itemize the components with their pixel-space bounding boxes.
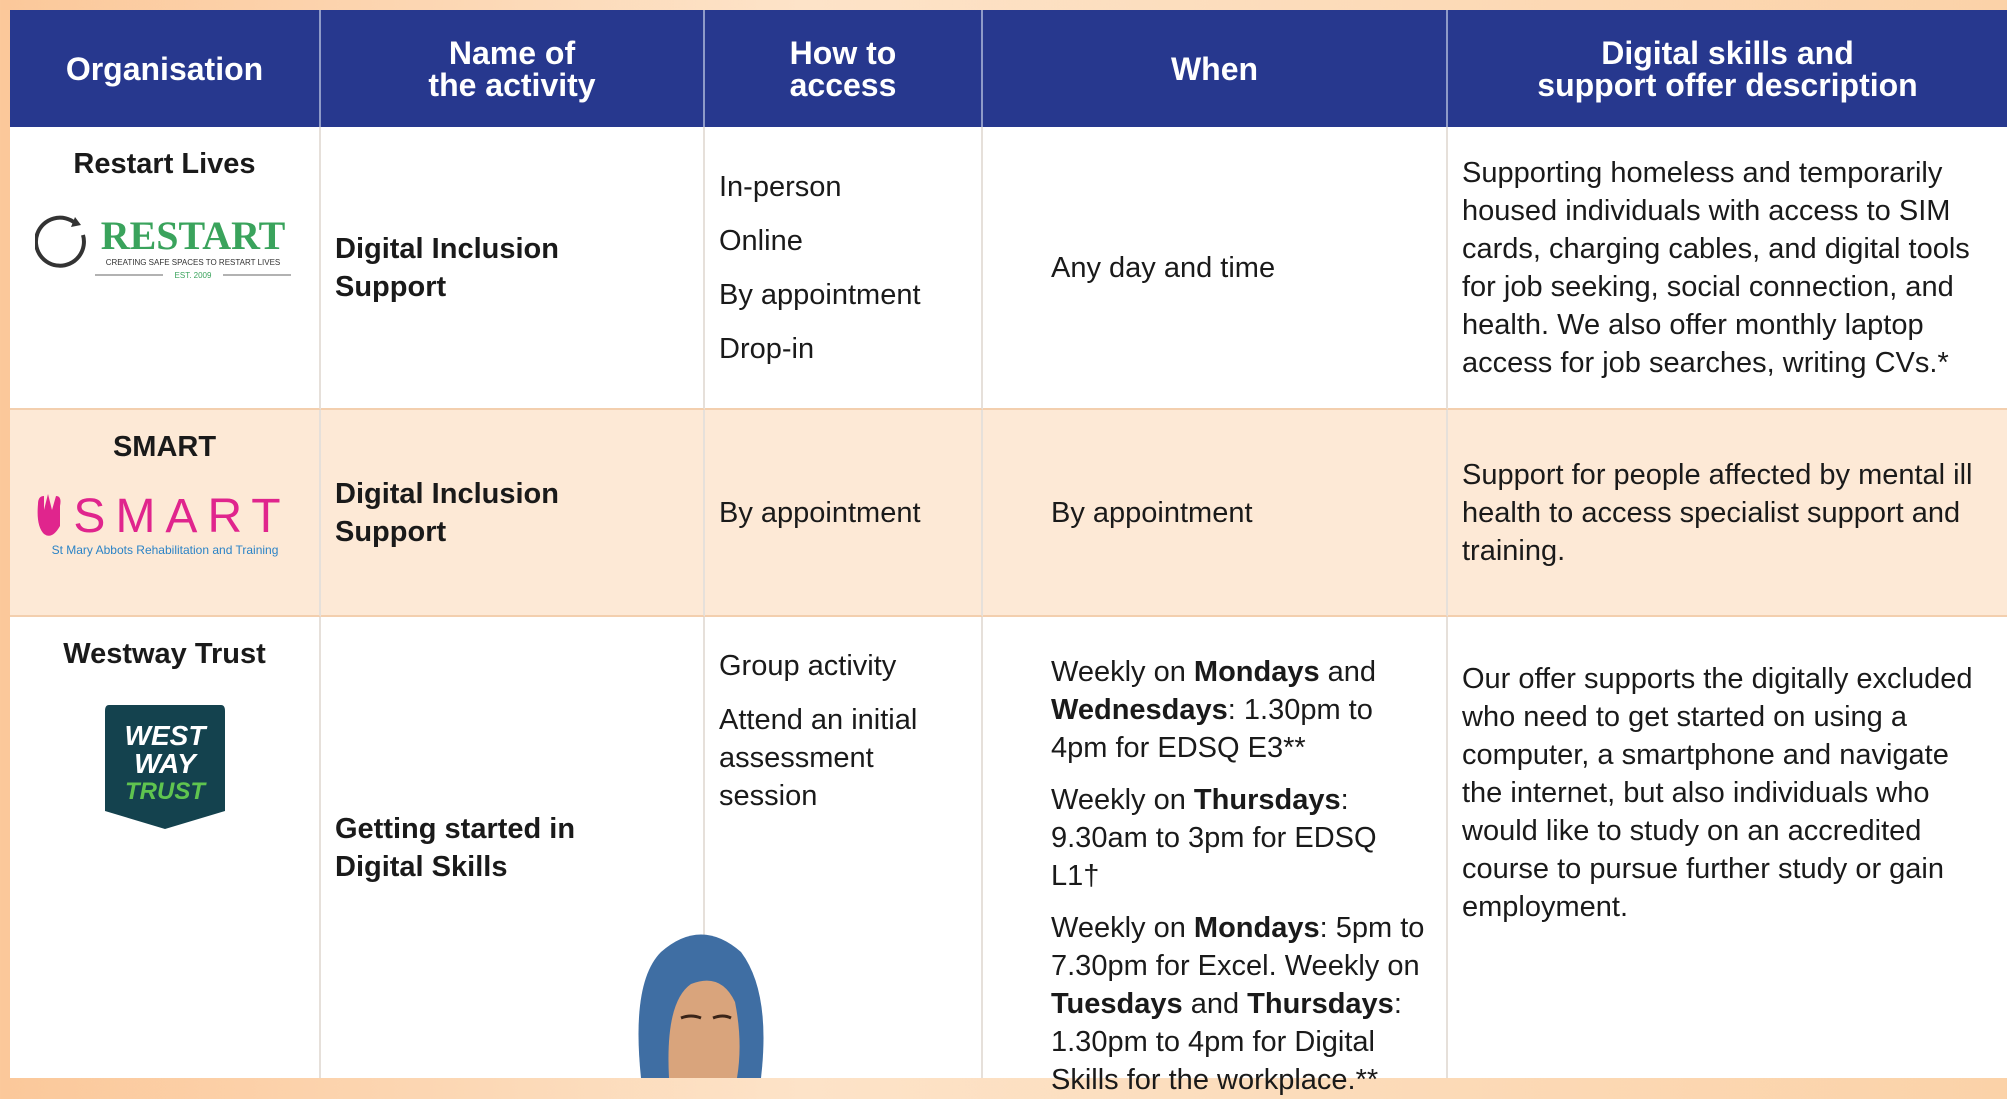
organisation-name: Restart Lives (73, 148, 256, 180)
activity: Digital Inclusion Support (335, 232, 559, 303)
activity: Getting started in Digital Skills (335, 812, 576, 883)
westway-logo: WEST WAY TRUST (104, 705, 225, 829)
access-item: Online (719, 224, 803, 257)
activity-cell: Digital Inclusion Support (321, 127, 705, 410)
access-cell: Group activity Attend an initial assessm… (705, 617, 983, 1078)
access-item: In-person (719, 170, 842, 203)
organisation-name: SMART (112, 431, 217, 463)
access-item: Drop-in (719, 332, 815, 365)
logo-hand (37, 494, 60, 536)
description: Supporting homeless and temporarily hous… (1462, 156, 1970, 379)
organisation-cell: Restart Lives RESTART CREATING SAFE SPAC… (10, 127, 321, 410)
when: By appointment (1051, 494, 1432, 532)
when-cell: Any day and time (983, 127, 1448, 410)
logo-word: TRUST (125, 778, 207, 805)
when-text: Weekly on (1051, 912, 1194, 944)
when-day: Tuesdays (1051, 988, 1183, 1020)
when-day: Thursdays (1193, 784, 1341, 816)
when: Any day and time (1051, 249, 1432, 287)
access-cell: By appointment (705, 410, 983, 617)
header-cell: Organisation (10, 10, 321, 127)
activity: Digital Inclusion Support (335, 477, 559, 548)
logo-circle (34, 215, 86, 268)
when: Weekly on Thursdays: 9.30am to 3pm for E… (1051, 781, 1432, 895)
access-item: Group activity (719, 650, 897, 682)
when: Weekly on Mondays: 5pm to 7.30pm for Exc… (1051, 909, 1432, 1099)
photo (638, 934, 764, 1078)
header-cell: How to access (705, 10, 983, 127)
logo-established: EST. 2009 (174, 271, 211, 280)
logo-arrow (70, 217, 81, 227)
when-text: Any day and time (1051, 251, 1276, 284)
when-text: : 1.30pm to 4pm for EDSQ E3** (1051, 694, 1373, 764)
description-cell: Our offer supports the digitally exclude… (1448, 617, 2007, 1078)
when-text: By appointment (1051, 496, 1253, 529)
description: Support for people affected by mental il… (1462, 458, 1973, 567)
when-cell: By appointment (983, 410, 1448, 617)
logo-tagline: CREATING SAFE SPACES TO RESTART LIVES (105, 258, 280, 267)
logo-name: RESTART (100, 213, 285, 258)
description-cell: Support for people affected by mental il… (1448, 410, 2007, 617)
logo-name: SMART (73, 490, 290, 543)
organisation-cell: SMART SMART St Mary Abbots Rehabilitatio… (10, 410, 321, 617)
when-text: : 9.30am to 3pm for EDSQ L1† (1051, 784, 1377, 892)
logo-word: WAY (134, 748, 198, 779)
restart-logo: RESTART CREATING SAFE SPACES TO RESTART … (34, 213, 291, 280)
access-cell: In-person Online By appointment Drop-in (705, 127, 983, 410)
organisation-name: Westway Trust (63, 638, 266, 670)
when-text: : 5pm to 7.30pm for Excel. Weekly on (1051, 912, 1425, 982)
access-item: Attend an initial assessment session (719, 704, 918, 812)
organisation-cell: Westway Trust WEST WAY TRUST (10, 617, 321, 1078)
when-text: Weekly on (1051, 784, 1194, 816)
logo-badge (104, 705, 225, 829)
when-day: Mondays (1193, 912, 1320, 944)
table: Organisation Name of the activity How to… (10, 10, 2007, 1096)
description: Our offer supports the digitally exclude… (1462, 662, 1973, 923)
activity-cell: Digital Inclusion Support (321, 410, 705, 617)
header-cell: Digital skills and support offer descrip… (1448, 10, 2007, 127)
when: Weekly on Mondays and Wednesdays: 1.30pm… (1051, 653, 1432, 767)
when-text: and (1319, 656, 1377, 688)
when-day: Mondays (1193, 656, 1320, 688)
activity-cell: Getting started in Digital Skills (321, 617, 705, 1078)
header-cell: Name of the activity (321, 10, 705, 127)
when-text: and (1182, 988, 1248, 1020)
when-cell: Weekly on Mondays and Wednesdays: 1.30pm… (983, 617, 1448, 1096)
when-day: Thursdays (1247, 988, 1394, 1020)
description-cell: Supporting homeless and temporarily hous… (1448, 127, 2007, 410)
access-item: By appointment (719, 278, 921, 311)
when-text: Weekly on (1051, 656, 1194, 688)
access-item: By appointment (719, 496, 921, 529)
header-cell: When (983, 10, 1448, 127)
photo-eyes (680, 1014, 732, 1020)
photo-face (668, 980, 740, 1078)
when-day: Wednesdays (1051, 694, 1228, 726)
smart-logo: SMART St Mary Abbots Rehabilitation and … (37, 490, 290, 557)
logo-word: WEST (124, 720, 208, 751)
logo-tagline: St Mary Abbots Rehabilitation and Traini… (51, 543, 278, 557)
